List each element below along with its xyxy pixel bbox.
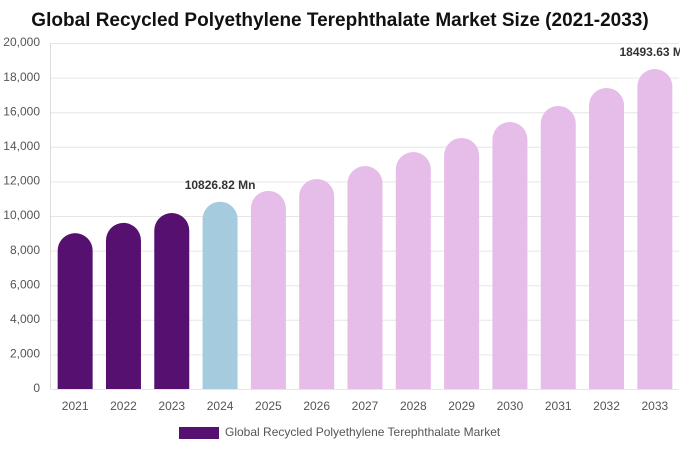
bar: [395, 151, 431, 389]
bar: [202, 201, 238, 389]
bar: [589, 87, 625, 389]
bar: [540, 105, 576, 390]
x-tick-label: 2032: [593, 399, 620, 413]
x-tick-label: 2030: [497, 399, 524, 413]
x-tick-label: 2024: [207, 399, 234, 413]
bar: [492, 122, 528, 389]
x-tick-label: 2033: [641, 399, 668, 413]
bar: [637, 69, 673, 389]
x-tick-label: 2031: [545, 399, 572, 413]
bar: [105, 222, 141, 389]
bar: [154, 213, 190, 389]
bar: [250, 190, 286, 389]
x-tick-label: 2028: [400, 399, 427, 413]
y-tick-label: 10,000: [3, 208, 40, 222]
legend-label: Global Recycled Polyethylene Terephthala…: [225, 425, 501, 439]
y-tick-label: 2,000: [10, 347, 40, 361]
x-tick-label: 2023: [158, 399, 185, 413]
x-tick-label: 2029: [448, 399, 475, 413]
y-tick-label: 20,000: [3, 35, 40, 49]
y-tick-label: 16,000: [3, 104, 40, 118]
y-tick-label: 8,000: [10, 243, 40, 257]
x-tick-label: 2025: [255, 399, 282, 413]
y-tick-label: 4,000: [10, 312, 40, 326]
bar: [299, 178, 335, 389]
value-label: 18493.63 Mn: [619, 45, 680, 59]
bar: [57, 233, 93, 389]
x-tick-label: 2026: [303, 399, 330, 413]
bar: [444, 137, 480, 389]
y-tick-label: 0: [33, 381, 40, 395]
legend-swatch: [179, 427, 219, 439]
y-tick-label: 18,000: [3, 70, 40, 84]
y-tick-label: 6,000: [10, 277, 40, 291]
bar: [347, 166, 383, 389]
chart-title: Global Recycled Polyethylene Terephthala…: [31, 10, 648, 31]
y-tick-label: 12,000: [3, 174, 40, 188]
x-tick-label: 2021: [62, 399, 89, 413]
x-tick-label: 2027: [352, 399, 379, 413]
value-label: 10826.82 Mn: [185, 178, 256, 192]
x-tick-label: 2022: [110, 399, 137, 413]
y-tick-label: 14,000: [3, 139, 40, 153]
